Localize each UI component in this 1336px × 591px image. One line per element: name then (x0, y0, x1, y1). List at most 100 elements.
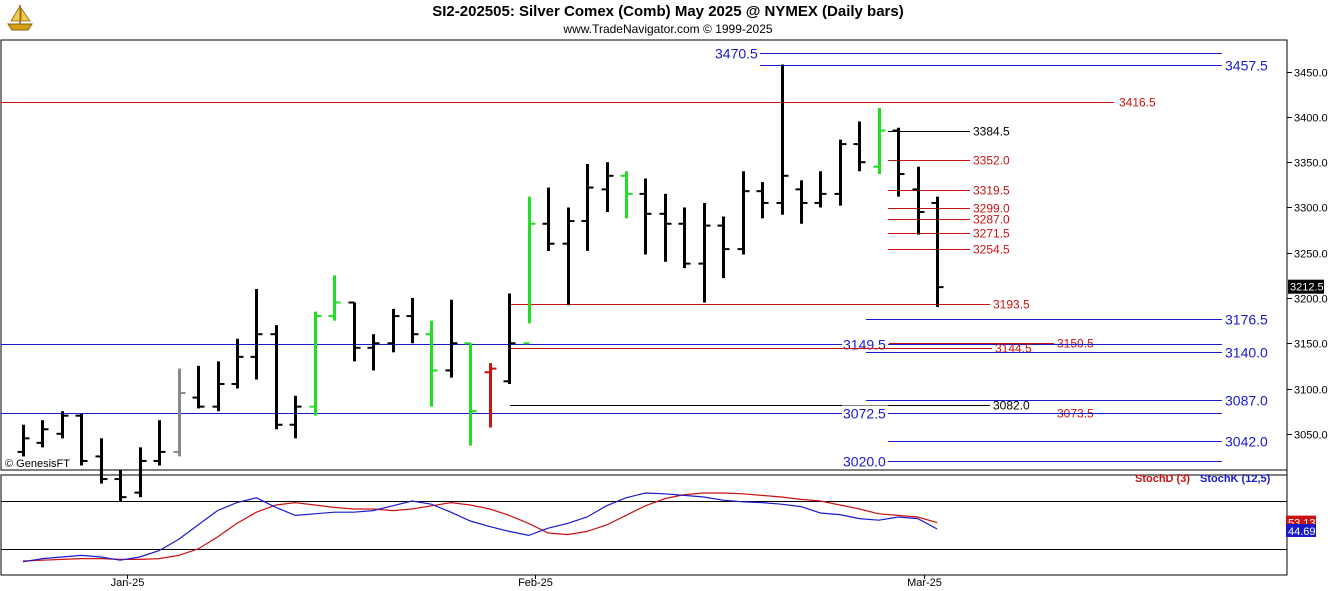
price-tick-label-4: 3250.0 (1294, 249, 1328, 261)
ohlc-bar-2 (56, 411, 69, 439)
level-label-13: 3149.5 (843, 337, 886, 353)
chart-subtitle: www.TradeNavigator.com © 1999-2025 (563, 22, 773, 36)
ohlc-bar-5 (114, 470, 127, 502)
ohlc-bar-0 (17, 424, 30, 457)
level-label-19: 3072.5 (843, 406, 886, 422)
ohlc-bar-23 (464, 342, 477, 446)
ohlc-bar-6 (134, 447, 147, 498)
ohlc-bar-16 (328, 275, 341, 321)
level-label-5: 3319.5 (973, 184, 1010, 198)
chart-title: SI2-202505: Silver Comex (Comb) May 2025… (432, 3, 904, 20)
ohlc-bar-20 (406, 298, 419, 344)
ohlc-bar-29 (581, 164, 594, 251)
level-label-8: 3271.5 (973, 227, 1010, 241)
price-axis: 3050.0 3100.0 3150.0 3200.0 3250.0 3300.0 3350… (5, 68, 1328, 471)
level-label-7: 3287.0 (973, 213, 1010, 227)
ohlc-bar-15 (309, 311, 322, 416)
ohlc-bar-41 (814, 171, 827, 208)
ohlc-bar-7 (153, 420, 166, 466)
level-label-12: 3150.5 (1057, 337, 1094, 351)
ohlc-bar-39 (776, 64, 789, 215)
level-label-bg-13 (842, 336, 888, 352)
price-tick-label-5: 3300.0 (1294, 203, 1328, 215)
price-levels: 3470.5 3457.5 3416.5 3384.5 3352.0 3319.5 3299… (1, 46, 1268, 470)
stoch-k-value-box (1286, 524, 1316, 537)
ohlc-bar-28 (562, 207, 575, 306)
ohlc-bar-4 (95, 438, 108, 484)
date-tick-label-1: Feb-25 (518, 577, 553, 589)
stoch-k-line (22, 492, 938, 563)
level-label-2: 3416.5 (1119, 96, 1156, 110)
ohlc-bar-31 (620, 171, 633, 219)
level-label-6: 3299.0 (973, 202, 1010, 216)
ohlc-bar-40 (795, 180, 808, 224)
level-label-10: 3193.5 (993, 298, 1030, 312)
stoch-k-legend: StochK (12,5) (1200, 473, 1271, 485)
ohlc-bar-14 (289, 395, 302, 439)
ohlc-bar-26 (523, 196, 536, 345)
ohlc-bar-8 (173, 368, 186, 457)
ohlc-bar-24 (484, 363, 497, 428)
ohlc-bar-17 (348, 301, 361, 362)
credit-label: © GenesisFT (5, 458, 70, 470)
ohlc-bar-9 (192, 365, 205, 409)
price-tick-label-3: 3200.0 (1294, 294, 1328, 306)
ohlc-bar-45 (892, 127, 905, 197)
level-label-3: 3384.5 (973, 125, 1010, 139)
price-tick-label-0: 3050.0 (1294, 430, 1328, 442)
level-label-16: 3087.0 (1225, 393, 1268, 409)
ohlc-bar-21 (425, 320, 438, 407)
last-price-box (1288, 279, 1324, 294)
level-label-15: 3140.0 (1225, 345, 1268, 361)
ohlc-bar-11 (231, 338, 244, 389)
ohlc-bar-10 (212, 361, 225, 412)
price-tick-label-7: 3400.0 (1294, 113, 1328, 125)
level-label-11: 3176.5 (1225, 312, 1268, 328)
level-label-20: 3042.0 (1225, 434, 1268, 450)
stoch-d-legend: StochD (3) (1135, 473, 1190, 485)
level-label-9: 3254.5 (973, 243, 1010, 257)
ohlc-bar-34 (678, 207, 691, 269)
ohlc-bar-42 (834, 139, 847, 206)
level-label-21: 3020.0 (843, 454, 886, 470)
level-label-17: 3082.0 (993, 399, 1030, 413)
price-tick-label-6: 3350.0 (1294, 158, 1328, 170)
ohlc-bar-38 (756, 182, 769, 219)
ohlc-bar-18 (367, 334, 380, 371)
ohlc-bar-13 (270, 325, 283, 430)
price-tick-label-1: 3100.0 (1294, 385, 1328, 397)
ohlc-bar-33 (659, 193, 672, 262)
ohlc-bar-30 (601, 162, 614, 212)
ohlc-bar-19 (387, 308, 400, 353)
price-bars (17, 64, 944, 502)
ohlc-bar-12 (250, 288, 263, 380)
ohlc-bar-46 (912, 166, 925, 235)
level-label-4: 3352.0 (973, 154, 1010, 168)
last-price-label: 3212.5 (1290, 282, 1324, 294)
level-label-bg-19 (842, 405, 888, 421)
ohlc-bar-44 (873, 107, 886, 174)
date-axis: Jan-25 Feb-25 Mar-25 (111, 575, 942, 589)
ohlc-bar-3 (75, 413, 88, 466)
date-tick-label-0: Jan-25 (111, 577, 145, 589)
stoch-d-line (22, 492, 938, 562)
stoch-k-value: 44.69 (1288, 526, 1316, 538)
ship-logo-icon (7, 4, 33, 31)
ohlc-bar-35 (698, 202, 711, 303)
ohlc-bar-36 (717, 216, 730, 279)
ohlc-bar-27 (542, 187, 555, 251)
ohlc-bar-25 (503, 293, 516, 384)
ohlc-bar-22 (445, 299, 458, 378)
level-label-0: 3470.5 (715, 46, 758, 62)
date-tick-label-2: Mar-25 (907, 577, 942, 589)
ohlc-bar-37 (737, 171, 750, 255)
ohlc-bar-1 (36, 420, 49, 448)
ohlc-bar-47 (931, 196, 944, 308)
price-tick-label-2: 3150.0 (1294, 339, 1328, 351)
level-label-14: 3144.5 (995, 342, 1032, 356)
level-label-1: 3457.5 (1225, 58, 1268, 74)
ohlc-bar-32 (639, 178, 652, 255)
